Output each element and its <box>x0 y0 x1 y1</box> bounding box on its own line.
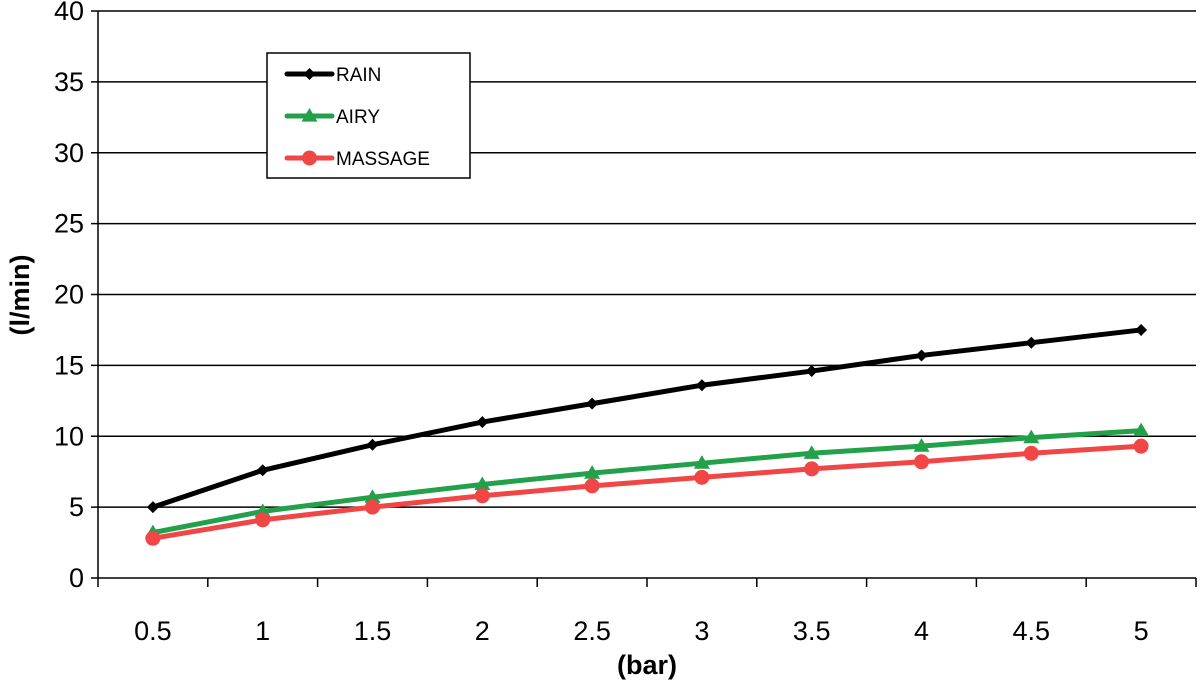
series-line-airy <box>150 428 1144 536</box>
legend-item-rain: RAIN <box>284 65 381 86</box>
x-tick-label: 3 <box>694 616 709 646</box>
data-point-airy <box>584 465 601 479</box>
y-tick-label: 0 <box>69 563 84 593</box>
y-tick-label: 25 <box>54 209 84 239</box>
data-point-massage <box>584 478 600 494</box>
legend-label-airy: AIRY <box>336 107 380 128</box>
legend-item-massage: MASSAGE <box>284 149 430 170</box>
y-tick-label: 35 <box>54 67 84 97</box>
legend-item-airy: AIRY <box>284 107 380 128</box>
data-point-massage <box>1133 438 1149 454</box>
data-point-rain <box>805 365 818 378</box>
data-point-rain <box>476 416 489 429</box>
legend: RAIN AIRY MASSAGE <box>266 52 471 179</box>
data-point-airy <box>803 445 820 459</box>
x-tick-label: 2.5 <box>573 616 611 646</box>
x-tick-label: 1 <box>255 616 270 646</box>
x-tick-labels: 0.5 1 1.5 2 2.5 3 3.5 4 4.5 5 <box>134 616 1148 646</box>
x-tick-label: 4 <box>914 616 929 646</box>
y-tick-label: 15 <box>54 350 84 380</box>
data-point-massage <box>694 469 710 485</box>
series-line-rain <box>150 327 1144 510</box>
y-tick-label: 40 <box>54 0 84 26</box>
axes <box>97 11 1197 587</box>
x-axis-title: (bar) <box>617 650 677 680</box>
y-tick-label: 30 <box>54 138 84 168</box>
series-line-massage <box>150 443 1144 541</box>
data-point-rain <box>1025 336 1038 349</box>
gridlines <box>91 10 1196 579</box>
data-point-rain <box>695 379 708 392</box>
legend-marker-rain <box>303 68 316 80</box>
data-point-massage <box>804 461 820 477</box>
data-point-massage <box>365 499 380 515</box>
y-tick-label: 5 <box>69 492 84 522</box>
x-tick-label: 5 <box>1134 616 1149 646</box>
y-tick-label: 20 <box>54 280 84 310</box>
data-point-rain <box>146 501 159 514</box>
legend-label-rain: RAIN <box>336 65 381 86</box>
data-point-massage <box>145 530 161 546</box>
data-point-rain <box>366 438 379 451</box>
y-axis-title: (l/min) <box>5 255 35 336</box>
legend-label-massage: MASSAGE <box>336 149 430 170</box>
data-point-airy <box>913 438 930 452</box>
y-tick-label: 10 <box>54 421 84 451</box>
data-point-rain <box>915 349 928 362</box>
x-tick-label: 2 <box>475 616 490 646</box>
data-point-massage <box>255 512 271 528</box>
x-tick-label: 3.5 <box>793 616 831 646</box>
data-point-rain <box>1135 323 1148 336</box>
legend-marker-massage <box>302 150 317 166</box>
data-point-airy <box>364 489 381 503</box>
x-tick-label: 4.5 <box>1013 616 1051 646</box>
data-point-massage <box>474 488 490 504</box>
x-tick-label: 1.5 <box>354 616 392 646</box>
series-massage <box>145 438 1149 546</box>
series-rain <box>146 323 1148 514</box>
legend-items: RAIN AIRY MASSAGE <box>284 65 430 170</box>
data-point-massage <box>914 454 929 470</box>
data-point-rain <box>586 397 599 410</box>
data-point-airy <box>474 476 491 491</box>
x-tick-label: 0.5 <box>134 616 172 646</box>
data-point-airy <box>693 455 710 469</box>
data-point-rain <box>256 464 269 477</box>
data-point-massage <box>1023 445 1039 461</box>
legend-marker-airy <box>301 108 318 122</box>
y-tick-labels: 0 5 10 15 20 25 30 35 40 <box>54 0 84 593</box>
series-group <box>144 323 1150 546</box>
data-point-airy <box>1133 422 1150 437</box>
data-point-airy <box>1023 429 1040 444</box>
